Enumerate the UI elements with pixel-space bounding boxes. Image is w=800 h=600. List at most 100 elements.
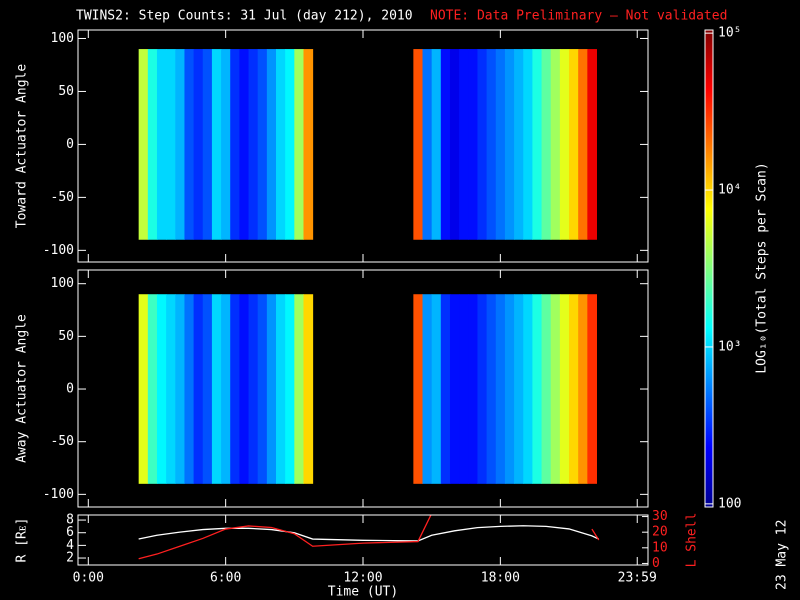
heatmap-column — [294, 49, 304, 240]
heatmap-column — [431, 294, 442, 484]
y-tick-label: -100 — [43, 243, 74, 258]
y2-tick-label: 20 — [652, 525, 668, 540]
heatmap-column — [138, 294, 149, 484]
colorbar-tick-label: 10⁵ — [718, 26, 741, 41]
heatmap-column — [221, 49, 231, 240]
heatmap-column — [440, 49, 451, 240]
colorbar-label: LOG₁₀(Total Steps per Scan) — [755, 162, 770, 373]
heatmap-column — [413, 49, 424, 240]
heatmap-column — [459, 49, 469, 240]
heatmap-column — [303, 49, 314, 240]
title: TWINS2: Step Counts: 31 Jul (day 212), 2… — [76, 9, 413, 24]
heatmap-column — [459, 294, 469, 484]
y2-tick-label: 10 — [652, 540, 668, 555]
heatmap-column — [248, 294, 259, 484]
heatmap-column — [202, 294, 213, 484]
heatmap-column — [504, 294, 515, 484]
heatmap-column — [193, 294, 204, 484]
heatmap-column — [230, 294, 240, 484]
heatmap-column — [239, 49, 250, 240]
heatmap-column — [257, 49, 268, 240]
y2-axis-label: L Shell — [685, 513, 700, 568]
y-tick-label: 0 — [66, 137, 74, 152]
series-line — [138, 525, 600, 542]
x-tick-label: 6:00 — [210, 571, 241, 586]
heatmap-column — [422, 294, 433, 484]
heatmap-column — [285, 294, 295, 484]
heatmap-column — [523, 294, 533, 484]
x-tick-label: 0:00 — [73, 571, 104, 586]
heatmap-column — [266, 49, 277, 240]
heatmap-column — [477, 294, 488, 484]
heatmap-column — [440, 294, 451, 484]
heatmap-column — [276, 49, 286, 240]
heatmap-column — [486, 49, 497, 240]
y-tick-label: 50 — [58, 84, 74, 99]
heatmap-column — [559, 49, 570, 240]
heatmap-column — [587, 49, 597, 240]
y2-tick-label: 0 — [652, 556, 660, 571]
y-tick-label: 6 — [66, 525, 74, 540]
y-axis-label: Away Actuator Angle — [15, 314, 30, 463]
colorbar-tick-label: 10⁴ — [718, 183, 741, 198]
heatmap-column — [495, 49, 506, 240]
heatmap-column — [449, 49, 460, 240]
heatmap-column — [431, 49, 442, 240]
y-tick-label: -50 — [51, 190, 74, 205]
series-line — [138, 515, 600, 560]
heatmap-column — [541, 294, 552, 484]
heatmap-column — [550, 294, 561, 484]
heatmap-column — [578, 294, 588, 484]
colorbar — [704, 29, 714, 508]
y-tick-label: 2 — [66, 551, 74, 566]
heatmap-column — [211, 294, 222, 484]
y-tick-label: -100 — [43, 487, 74, 502]
heatmap-column — [239, 294, 250, 484]
y-tick-label: 4 — [66, 538, 74, 553]
y2-tick-label: 30 — [652, 509, 668, 524]
heatmap-column — [184, 49, 195, 240]
heatmap-column — [413, 294, 424, 484]
heatmap-column — [532, 49, 543, 240]
heatmap-column — [486, 294, 497, 484]
colorbar-tick-label: 10³ — [718, 339, 741, 354]
heatmap-column — [587, 294, 597, 484]
heatmap-column — [504, 49, 515, 240]
heatmap-column — [532, 294, 543, 484]
y-axis-label: Toward Actuator Angle — [15, 64, 30, 229]
x-tick-label: 23:59 — [618, 571, 657, 586]
heatmap-column — [184, 294, 195, 484]
heatmap-column — [569, 294, 579, 484]
heatmap-column — [468, 294, 478, 484]
heatmap-column — [285, 49, 295, 240]
heatmap-column — [221, 294, 231, 484]
date-stamp: 23 May 12 — [775, 520, 790, 590]
heatmap-column — [569, 49, 579, 240]
heatmap-column — [477, 49, 488, 240]
heatmap-column — [276, 294, 286, 484]
heatmap-column — [514, 49, 524, 240]
heatmap-column — [514, 294, 524, 484]
heatmap-column — [175, 49, 185, 240]
heatmap-column — [166, 294, 176, 484]
heatmap-column — [303, 294, 314, 484]
heatmap-column — [202, 49, 213, 240]
heatmap-column — [147, 294, 158, 484]
heatmap-column — [257, 294, 268, 484]
heatmap-column — [138, 49, 149, 240]
heatmap-column — [193, 49, 204, 240]
x-tick-label: 12:00 — [343, 571, 382, 586]
heatmap-column — [422, 49, 433, 240]
y-tick-label: 0 — [66, 382, 74, 397]
heatmap-column — [578, 49, 588, 240]
heatmap-column — [147, 49, 158, 240]
y-tick-label: -50 — [51, 434, 74, 449]
y-tick-label: 50 — [58, 329, 74, 344]
heatmap-column — [248, 49, 259, 240]
heatmap-column — [523, 49, 533, 240]
heatmap-column — [156, 49, 167, 240]
heatmap-column — [211, 49, 222, 240]
y-tick-label: 8 — [66, 513, 74, 528]
heatmap-column — [468, 49, 478, 240]
note: NOTE: Data Preliminary – Not validated — [430, 9, 727, 24]
